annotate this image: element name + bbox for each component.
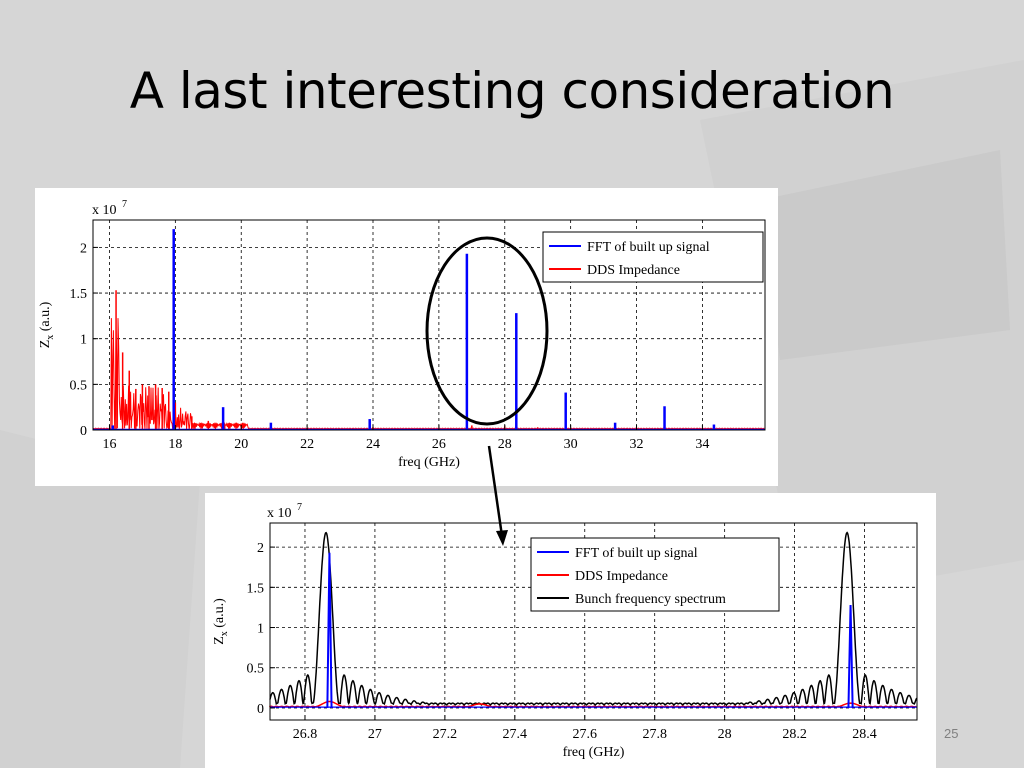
x-tick-label: 28	[718, 727, 732, 742]
x-tick-label: 16	[102, 437, 116, 452]
y-axis-label-text: Zx (a.u.)	[38, 301, 56, 348]
x-tick-label: 27.4	[503, 727, 527, 742]
slide-number: 25	[944, 726, 959, 741]
legend-label: DDS Impedance	[575, 569, 668, 584]
y-axis-label: Zx (a.u.)	[212, 598, 230, 645]
y-axis-label-units: (a.u.)	[212, 598, 227, 631]
x-tick-label: 28.4	[852, 727, 877, 742]
x-tick-label: 27.8	[642, 727, 667, 742]
y-axis-label-text: Zx (a.u.)	[212, 598, 230, 645]
y-tick-label: 0.5	[247, 662, 265, 677]
bunch-spectrum-line	[269, 531, 918, 707]
axis-exponent-base: x 10	[267, 506, 292, 521]
plot-frame	[269, 522, 918, 721]
x-tick-label: 22	[300, 437, 314, 452]
chart-panel-zoom: 26.8 27 27.2 27.4 27.6 27.8 28 28.2 28.4 0 0.5 1 1.5…	[205, 493, 936, 768]
y-tick-label: 1.5	[70, 287, 88, 302]
fft-peak	[326, 552, 333, 708]
legend-label: Bunch frequency spectrum	[575, 592, 726, 607]
x-tick-label: 26	[432, 437, 446, 452]
slide-title: A last interesting consideration	[129, 62, 895, 120]
y-axis-label-main: Z	[38, 340, 53, 349]
y-tick-label: 1	[80, 333, 87, 348]
x-tick-label: 20	[234, 437, 248, 452]
x-tick-label: 18	[168, 437, 182, 452]
chart-panel-overview: 16 18 20 22 24 26 28 30 32 34 0 0.5 1 1.5 2 x 10 7 freq (…	[35, 188, 778, 486]
axis-exponent-power: 7	[297, 502, 302, 513]
y-tick-label: 1	[257, 622, 264, 637]
y-axis-label-sub: x	[45, 335, 56, 340]
legend-box	[530, 537, 780, 612]
x-tick-label: 27.2	[433, 727, 458, 742]
legend-box	[542, 231, 764, 283]
axis-exponent-power: 7	[122, 199, 127, 210]
plot-frame	[92, 219, 766, 431]
zoom-chart: 26.8 27 27.2 27.4 27.6 27.8 28 28.2 28.400.511.5…	[212, 502, 918, 760]
y-axis-label: Zx (a.u.)	[38, 301, 56, 348]
legend-label: FFT of built up signal	[587, 240, 710, 255]
x-tick-label: 30	[564, 437, 578, 452]
x-tick-label: 27	[368, 727, 382, 742]
overview-chart: 16 18 20 22 24 26 28 30 32 34 0 0.5 1 1.5 2 x 10 7 freq (…	[38, 199, 766, 470]
y-axis-label-units: (a.u.)	[38, 301, 53, 334]
y-tick-label: 2	[257, 541, 264, 556]
legend-label: FFT of built up signal	[575, 546, 698, 561]
x-axis-label: freq (GHz)	[398, 455, 460, 470]
x-tick-label: 27.6	[573, 727, 598, 742]
y-tick-label: 1.5	[247, 581, 265, 596]
legend-label: DDS Impedance	[587, 263, 680, 278]
y-tick-label: 0	[80, 424, 87, 439]
y-tick-label: 0.5	[70, 378, 88, 393]
x-tick-label: 32	[630, 437, 644, 452]
y-axis-label-main: Z	[212, 636, 227, 645]
x-tick-label: 28.2	[782, 727, 807, 742]
fft-peak	[847, 604, 854, 708]
x-tick-label: 26.8	[293, 727, 318, 742]
axis-exponent-base: x 10	[92, 203, 117, 218]
series-line-dds-noise	[92, 318, 765, 430]
x-tick-label: 34	[695, 437, 709, 452]
y-tick-label: 2	[80, 241, 87, 256]
x-tick-label: 24	[366, 437, 380, 452]
y-axis-label-sub: x	[219, 631, 230, 636]
x-tick-label: 28	[498, 437, 512, 452]
x-axis-label: freq (GHz)	[563, 745, 625, 760]
y-tick-label: 0	[257, 702, 264, 717]
